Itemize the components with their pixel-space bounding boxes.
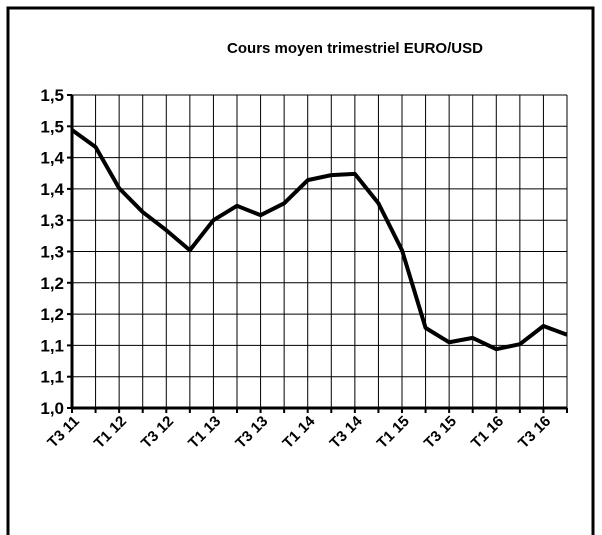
frame (6, 6, 595, 535)
y-tick-label: 1,4 (40, 180, 64, 199)
y-tick-label: 1,0 (40, 399, 64, 418)
y-tick-label: 1,4 (40, 149, 64, 168)
y-tick-label: 1,2 (40, 305, 64, 324)
line (70, 128, 568, 352)
y-tick-label: 1,5 (40, 86, 64, 105)
y-tick-label: 1,3 (40, 243, 64, 262)
chart-title: Cours moyen trimestriel EURO/USD (227, 40, 483, 57)
y-tick-label: 1,5 (40, 117, 64, 136)
y-tick-label: 1,1 (40, 336, 64, 355)
y-tick-label: 1,2 (40, 274, 64, 293)
y-tick-label: 1,3 (40, 211, 64, 230)
y-tick-label: 1,1 (40, 368, 64, 387)
